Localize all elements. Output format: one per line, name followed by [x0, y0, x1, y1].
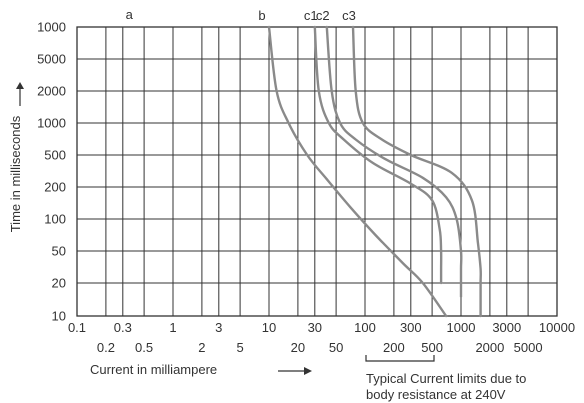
y-tick-label: 20 [52, 276, 66, 291]
x-tick-label-top: 300 [400, 320, 422, 335]
resistance-range-bracket [365, 355, 435, 362]
x-tick-label-bottom: 20 [291, 340, 305, 355]
x-tick-label-bottom: 2 [198, 340, 205, 355]
curve-c1 [313, 25, 443, 285]
x-tick-label-bottom: 50 [329, 340, 343, 355]
x-tick-label-top: 0.1 [68, 320, 86, 335]
y-tick-labels: 1000 5000 2000 1000 500 200 100 50 20 10 [37, 20, 66, 324]
y-tick-label: 50 [52, 244, 66, 259]
x-tick-label-top: 10000 [539, 320, 575, 335]
note-line-2: body resistance at 240V [366, 387, 506, 402]
curve-b [267, 25, 448, 318]
x-tick-label-bottom: 0.2 [97, 340, 115, 355]
note-line-1: Typical Current limits due to [366, 371, 526, 386]
curve-c2 [325, 25, 463, 298]
y-tick-label: 1000 [37, 20, 66, 35]
curve-label-c1: c1 [304, 8, 318, 23]
y-tick-label: 10 [52, 309, 66, 324]
x-tick-label-top: 100 [354, 320, 376, 335]
y-tick-label: 100 [44, 212, 66, 227]
curve-label-b: b [258, 8, 265, 23]
x-tick-label-top: 1000 [447, 320, 476, 335]
grid-layer [76, 26, 558, 317]
right-arrow-icon [278, 367, 312, 375]
curve-c3 [351, 25, 482, 318]
curve-layer [267, 25, 482, 318]
y-tick-label: 2000 [37, 84, 66, 99]
x-tick-label-bottom: 500 [421, 340, 443, 355]
x-tick-label-bottom: 0.5 [135, 340, 153, 355]
y-axis-label: Time in milliseconds [8, 115, 23, 232]
curve-label-c2: c2 [316, 8, 330, 23]
curve-label-c3: c3 [342, 8, 356, 23]
x-tick-label-bottom: 200 [383, 340, 405, 355]
curve-label-a: a [126, 7, 134, 22]
x-tick-label-top: 3 [215, 320, 222, 335]
x-tick-label-bottom: 2000 [475, 340, 504, 355]
x-tick-label-top: 1 [169, 320, 176, 335]
up-arrow-icon [16, 82, 24, 106]
x-tick-label-bottom: 5 [236, 340, 243, 355]
y-tick-label: 200 [44, 180, 66, 195]
y-tick-label: 1000 [37, 116, 66, 131]
plot-frame [76, 26, 558, 317]
x-tick-label-bottom: 5000 [514, 340, 543, 355]
x-tick-label-top: 3000 [492, 320, 521, 335]
x-tick-label-top: 10 [262, 320, 276, 335]
x-tick-label-top: 0.3 [114, 320, 132, 335]
y-tick-label: 5000 [37, 52, 66, 67]
x-axis-label: Current in milliampere [90, 362, 217, 377]
y-tick-label: 500 [44, 148, 66, 163]
x-tick-labels: 0.1 0.3 1 3 10 30 100 300 1000 3000 10000 0.2 0.5 2 5 2… [68, 320, 575, 355]
x-tick-label-top: 30 [308, 320, 322, 335]
